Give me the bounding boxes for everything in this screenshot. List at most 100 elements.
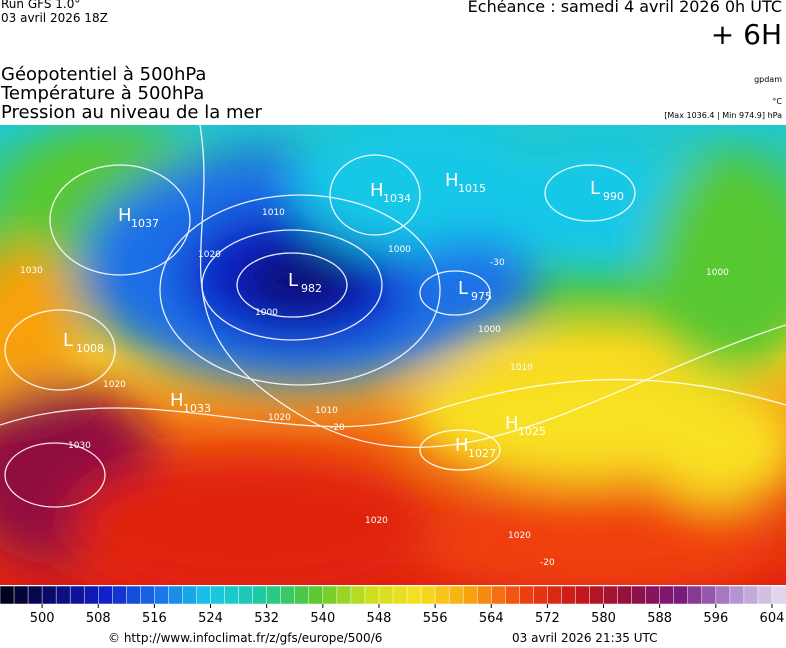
pressure-center: H 1033 [170,390,211,415]
center-kind: L [63,330,73,351]
contour-label: 1010 [262,208,285,218]
pressure-center: H 1015 [445,170,486,195]
colorbar-label: 500 [30,611,55,626]
center-kind: L [288,270,298,291]
echeance: Echéance : samedi 4 avril 2026 0h UTC [467,0,782,16]
colorbar-swatch [336,586,352,605]
colorbar-swatch [701,586,717,605]
pressure-center: H 1034 [370,180,411,205]
colorbar-swatch [41,586,57,605]
colorbar-swatch [476,586,493,605]
colorbar-swatch [757,586,773,605]
contour-label: 1000 [706,268,729,278]
colorbar-swatch [55,586,71,605]
colorbar-swatch [140,586,156,605]
contour-label: 1020 [508,531,531,541]
colorbar-swatch [434,586,450,605]
colorbar-swatch [589,586,605,605]
colorbar-swatch [154,586,170,605]
colorbar-label: 532 [254,611,279,626]
contour-label: 1000 [478,325,501,335]
colorbar-label: 516 [142,611,167,626]
center-kind: H [445,170,459,191]
contour-label: 1030 [20,266,43,276]
colorbar-swatch [448,586,464,605]
colorbar-swatch [13,586,29,605]
contour-label: 1020 [365,516,388,526]
field [0,125,786,585]
center-value: 1008 [76,342,104,355]
colorbar-swatch [406,586,422,605]
colorbar-swatch [98,586,114,605]
colorbar-swatch [112,586,128,605]
center-kind: L [458,278,468,299]
colorbar-swatch [238,586,254,605]
colorbar-swatch [561,586,577,605]
contour-label: 1020 [103,380,126,390]
unit-geo: gpdam [754,75,782,84]
center-kind: H [170,390,184,411]
title: Géopotentiel à 500hPa [1,64,207,85]
run-date: 03 avril 2026 18Z [1,11,108,25]
center-value: 1037 [131,217,159,230]
colorbar-label: 596 [703,611,728,626]
center-kind: L [590,178,600,199]
colorbar-label: 564 [479,611,504,626]
contour-label: 1010 [510,363,533,373]
colorbar-swatch [575,586,591,605]
center-value: 990 [603,190,624,203]
colorbar-label: 580 [591,611,616,626]
pressure-center: L 982 [288,270,322,295]
colorbar-swatch [27,586,43,605]
center-value: 1034 [383,192,411,205]
colorbar-label: 508 [86,611,111,626]
pressure-center: H 1025 [505,413,546,438]
colorbar-swatch [729,586,745,605]
contour-label: 1030 [68,441,91,451]
contour-label: 1020 [198,250,221,260]
colorbar-swatch [210,586,226,605]
colorbar-swatch [771,586,786,605]
center-value: 1025 [518,425,546,438]
colorbar-label: 540 [310,611,335,626]
title: Température à 500hPa [1,83,205,104]
colorbar-swatch [182,586,198,605]
pressure-center: L 1008 [63,330,104,355]
contour-label: -20 [540,558,555,568]
colorbar-swatch [743,586,759,605]
center-kind: H [118,205,132,226]
pressure-center: L 975 [458,278,492,303]
colorbar-swatch [126,586,142,605]
colorbar-swatch [0,586,15,605]
colorbar-swatch [420,586,436,605]
colorbar-swatch [308,586,324,605]
extremes: [Max 1036.4 | Min 974.9] hPa [664,111,782,120]
colorbar-label: 548 [367,611,392,626]
colorbar-label: 524 [198,611,223,626]
colorbar-swatch [462,586,478,605]
colorbar-swatch [631,586,647,605]
colorbar-swatch [603,586,619,605]
colorbar-swatch [505,586,521,605]
colorbar-swatch [224,586,240,605]
pressure-center: H 1027 [455,435,496,460]
colorbar-swatch [392,586,408,605]
pressure-center: L 990 [590,178,624,203]
center-kind: H [370,180,384,201]
center-value: 975 [471,290,492,303]
contour-label: -20 [330,423,345,433]
colorbar-swatch [322,586,338,605]
offset: + 6H [710,18,782,51]
colorbar-swatch [547,586,563,605]
colorbar-swatch [673,586,689,605]
unit-temp: °C [772,97,782,106]
colorbar-swatch [196,586,212,605]
colorbar-swatch [266,586,282,605]
colorbar: 500 508 516 524 532 540 548 556 564 572 580 588 596 6… [0,586,786,626]
colorbar-swatch [659,586,675,605]
colorbar-label: 604 [760,611,785,626]
pressure-center: H 1037 [118,205,159,230]
colorbar-swatch [687,586,703,605]
timestamp: 03 avril 2026 21:35 UTC [512,631,658,645]
